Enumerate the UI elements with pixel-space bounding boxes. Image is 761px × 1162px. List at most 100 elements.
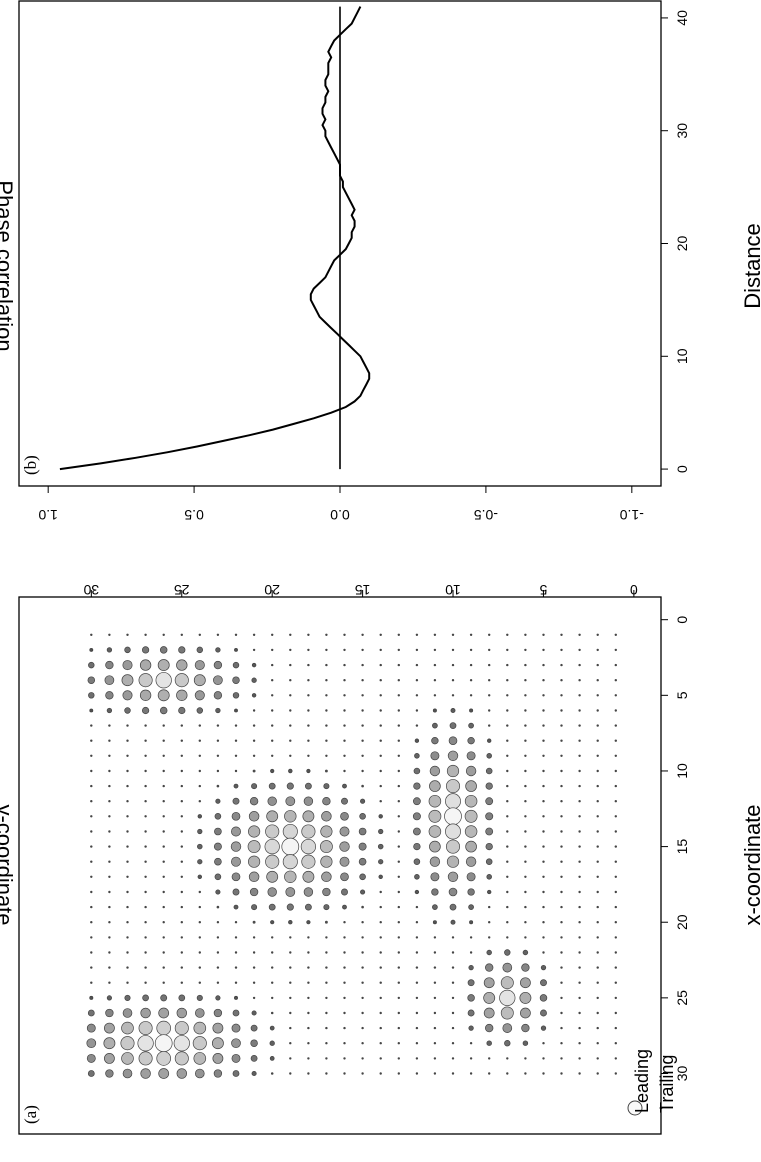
site-marker	[234, 966, 238, 969]
site-marker	[176, 1068, 188, 1079]
site-marker	[342, 783, 347, 789]
site-marker	[465, 780, 477, 792]
site-marker	[162, 739, 165, 742]
site-marker	[499, 989, 516, 1007]
site-marker	[88, 692, 95, 699]
site-marker	[286, 903, 294, 911]
site-marker	[144, 633, 147, 636]
site-marker	[325, 754, 328, 757]
site-marker	[325, 709, 328, 712]
site-marker	[614, 845, 617, 848]
site-marker	[506, 830, 509, 833]
site-marker	[361, 769, 364, 773]
site-marker	[126, 890, 129, 894]
site-marker	[193, 1021, 207, 1035]
site-marker	[596, 1042, 599, 1045]
site-marker	[487, 889, 492, 895]
site-marker	[305, 782, 312, 790]
site-marker	[106, 707, 113, 714]
site-marker	[469, 694, 473, 697]
site-marker	[251, 1010, 257, 1016]
site-marker	[596, 815, 599, 818]
site-marker	[252, 709, 256, 712]
site-marker	[578, 694, 581, 697]
site-marker	[320, 855, 333, 868]
site-marker	[122, 1068, 133, 1079]
site-marker	[234, 936, 238, 939]
site-marker	[560, 1011, 563, 1015]
site-marker	[596, 966, 599, 969]
site-marker	[466, 751, 476, 761]
site-marker	[361, 784, 364, 788]
site-marker	[560, 830, 563, 833]
site-marker	[361, 1057, 364, 1060]
site-marker	[614, 860, 617, 863]
site-marker	[247, 840, 261, 854]
site-marker	[560, 694, 563, 697]
site-marker	[320, 825, 333, 838]
site-marker	[524, 921, 527, 924]
site-marker	[431, 737, 439, 745]
site-marker	[232, 1070, 240, 1077]
site-marker	[126, 830, 129, 833]
site-marker	[397, 951, 400, 954]
x-tick-label: 5	[674, 691, 690, 699]
panel-a-y-axis-title: y-coordinate	[0, 804, 17, 925]
site-marker	[180, 754, 183, 757]
site-marker	[144, 830, 147, 833]
site-marker	[560, 648, 563, 652]
site-marker	[560, 679, 563, 682]
site-marker	[433, 1042, 437, 1045]
site-marker	[307, 754, 310, 757]
site-marker	[180, 724, 183, 727]
site-marker	[446, 855, 460, 868]
site-marker	[307, 694, 310, 697]
site-marker	[216, 905, 220, 909]
site-marker	[216, 633, 220, 636]
site-marker	[141, 646, 150, 654]
site-marker	[542, 875, 545, 878]
site-marker	[415, 905, 419, 909]
site-marker	[89, 708, 94, 713]
site-marker	[451, 1072, 455, 1075]
site-marker	[325, 951, 328, 954]
site-marker	[521, 963, 530, 972]
site-marker	[415, 679, 419, 682]
site-marker	[397, 784, 400, 788]
site-marker	[162, 951, 165, 954]
site-marker	[504, 949, 511, 956]
site-marker	[343, 663, 346, 667]
site-marker	[397, 1072, 400, 1075]
site-marker	[343, 1026, 346, 1030]
site-marker	[180, 800, 183, 803]
site-marker	[614, 784, 617, 788]
site-marker	[159, 706, 168, 715]
site-marker	[560, 890, 563, 894]
site-marker	[108, 936, 111, 939]
site-marker	[271, 648, 274, 652]
site-marker	[157, 659, 170, 672]
site-marker	[506, 800, 509, 803]
site-marker	[524, 800, 527, 803]
site-marker	[288, 768, 293, 774]
site-marker	[289, 1057, 292, 1060]
site-marker	[542, 709, 545, 712]
site-marker	[162, 754, 165, 757]
site-marker	[542, 890, 545, 894]
site-marker	[251, 677, 257, 683]
site-marker	[485, 963, 494, 972]
site-marker	[266, 810, 279, 823]
site-marker	[521, 1023, 530, 1033]
site-marker	[361, 663, 364, 667]
site-marker	[90, 921, 93, 924]
site-marker	[343, 724, 346, 727]
site-marker	[466, 872, 476, 882]
site-marker	[162, 860, 165, 863]
site-marker	[215, 889, 221, 895]
site-marker	[234, 951, 238, 954]
site-marker	[270, 1011, 274, 1015]
site-marker	[105, 1069, 114, 1078]
site-marker	[180, 936, 183, 939]
site-marker	[270, 920, 275, 925]
site-marker	[271, 739, 274, 742]
